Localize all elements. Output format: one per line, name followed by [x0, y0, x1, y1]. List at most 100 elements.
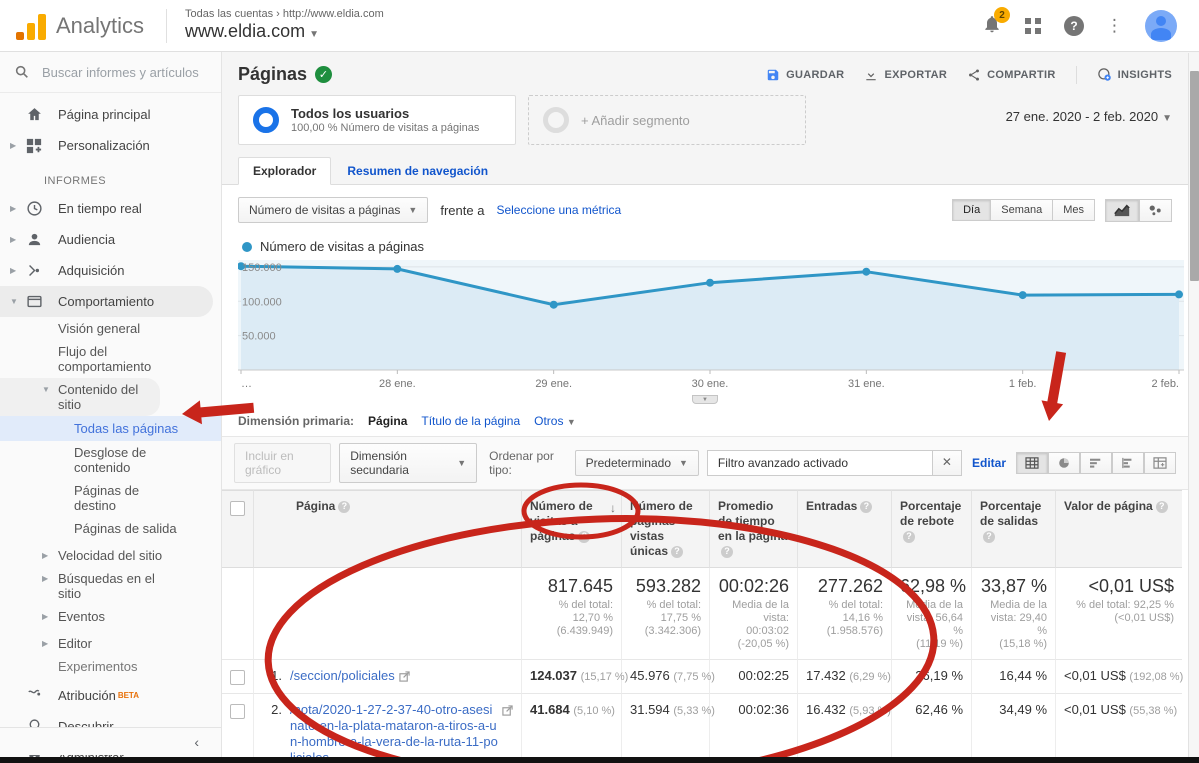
sidebar-item-acquisition[interactable]: ▶ Adquisición: [10, 263, 125, 278]
help-icon[interactable]: ?: [903, 530, 915, 543]
account-switcher[interactable]: Todas las cuentas › http://www.eldia.com…: [185, 8, 384, 43]
column-header-page-value[interactable]: Valor de página?: [1056, 490, 1182, 568]
help-icon[interactable]: ?: [1064, 15, 1084, 36]
granularity-day-button[interactable]: Día: [952, 199, 992, 221]
percentage-view-button[interactable]: [1048, 452, 1080, 474]
segment-all-users[interactable]: Todos los usuarios 100,00 % Número de vi…: [238, 95, 516, 145]
page-link[interactable]: /seccion/policiales: [290, 668, 395, 683]
save-button[interactable]: GUARDAR: [766, 68, 844, 82]
column-header-exit-rate[interactable]: Porcentaje de salidas?: [972, 490, 1056, 568]
sidebar-collapse-button[interactable]: ‹: [0, 727, 221, 755]
granularity-week-button[interactable]: Semana: [991, 199, 1054, 221]
sidebar-item-realtime[interactable]: ▶ En tiempo real: [10, 201, 142, 216]
help-icon[interactable]: ?: [721, 545, 733, 558]
column-header-avg-time[interactable]: Promedio de tiempo en la página?: [710, 490, 798, 568]
sidebar-item-events[interactable]: ▶ Eventos: [42, 609, 105, 624]
help-icon[interactable]: ?: [578, 530, 591, 543]
column-header-page[interactable]: Página?: [254, 490, 522, 568]
share-button[interactable]: COMPARTIR: [967, 68, 1056, 82]
apps-grid-icon[interactable]: [1024, 17, 1042, 35]
pivot-view-button[interactable]: [1144, 452, 1176, 474]
sidebar-item-audience[interactable]: ▶ Audiencia: [10, 232, 116, 247]
pie-chart-icon: [1059, 458, 1069, 468]
sidebar-item-all-pages[interactable]: Todas las páginas: [0, 416, 221, 441]
sidebar-item-site-speed[interactable]: ▶ Velocidad del sitio: [42, 548, 163, 563]
chevron-down-icon: ▼: [679, 458, 688, 468]
total-unique-pageviews: 593.282: [635, 576, 701, 596]
performance-view-button[interactable]: [1080, 452, 1112, 474]
more-menu-icon[interactable]: ⋮: [1106, 15, 1123, 35]
edit-filter-link[interactable]: Editar: [971, 456, 1006, 470]
column-header-pageviews[interactable]: Número de visitas a páginas? ↓: [522, 490, 622, 568]
sidebar-search[interactable]: [0, 52, 221, 93]
row-checkbox[interactable]: [230, 670, 245, 685]
sidebar-item-content-drilldown[interactable]: Desglose de contenido: [74, 445, 147, 475]
help-icon[interactable]: ?: [671, 545, 684, 558]
sidebar-item-landing-pages[interactable]: Páginas de destino: [74, 483, 140, 513]
row-rank: 1.: [271, 668, 282, 683]
brand-name: Analytics: [56, 12, 145, 38]
sidebar-item-editor[interactable]: ▶ Editor: [42, 636, 92, 651]
help-icon[interactable]: ?: [983, 530, 995, 543]
select-all-checkbox[interactable]: [230, 501, 245, 516]
open-in-new-icon[interactable]: [399, 670, 410, 685]
granularity-month-button[interactable]: Mes: [1053, 199, 1095, 221]
sidebar-item-experiments[interactable]: Experimentos: [58, 659, 138, 674]
metric-selector[interactable]: Número de visitas a páginas ▼: [238, 197, 429, 223]
open-in-new-icon[interactable]: [502, 704, 513, 719]
plot-rows-button[interactable]: Incluir en gráfico: [234, 443, 332, 483]
table-view-icon: [1025, 457, 1039, 469]
dimension-page-title[interactable]: Título de la página: [421, 414, 521, 428]
dimension-page[interactable]: Página: [368, 414, 408, 428]
versus-label: frente a: [440, 202, 485, 218]
clear-filter-button[interactable]: ✕: [932, 450, 962, 476]
insights-button[interactable]: INSIGHTS: [1097, 67, 1172, 82]
help-icon[interactable]: ?: [1155, 500, 1168, 513]
chevron-down-icon: ▼: [408, 205, 418, 215]
line-chart-view-button[interactable]: [1105, 198, 1139, 222]
date-range-selector[interactable]: 27 ene. 2020 - 2 feb. 2020 ▼: [1005, 109, 1172, 124]
page-title: Páginas: [238, 64, 308, 84]
row-checkbox[interactable]: [230, 704, 245, 719]
sidebar-item-attribution[interactable]: Atribución BETA: [0, 680, 221, 711]
tab-explorer[interactable]: Explorador: [238, 157, 332, 185]
select-metric-link[interactable]: Seleccione una métrica: [496, 203, 622, 217]
page-link[interactable]: /nota/2020-1-27-2-37-40-otro-asesinato-e…: [290, 702, 498, 763]
line-chart-icon: [1114, 204, 1130, 216]
sort-type-selector[interactable]: Predeterminado ▼: [574, 450, 699, 476]
tab-navigation-summary[interactable]: Resumen de navegación: [347, 164, 489, 178]
svg-text:150.000: 150.000: [242, 262, 282, 274]
secondary-dimension-selector[interactable]: Dimensión secundaria ▼: [339, 443, 478, 483]
sidebar-item-personalization[interactable]: ▶ Personalización: [10, 138, 150, 153]
sidebar-item-exit-pages[interactable]: Páginas de salida: [74, 521, 177, 536]
dimension-other[interactable]: Otros ▼: [534, 414, 576, 428]
notifications-button[interactable]: 2: [982, 7, 1010, 37]
timeline-range-handle[interactable]: ▼: [692, 395, 718, 404]
advanced-filter-value[interactable]: Filtro avanzado activado: [706, 450, 933, 476]
scrollbar-thumb[interactable]: [1190, 71, 1199, 281]
help-icon[interactable]: ?: [860, 500, 873, 513]
search-input[interactable]: [42, 64, 202, 80]
avg-bounce-rate: 62,98 %: [900, 576, 967, 596]
sidebar-item-behavior-flow[interactable]: Flujo del comportamiento: [58, 344, 152, 374]
column-header-unique-pageviews[interactable]: Número de páginas vistas únicas?: [622, 490, 710, 568]
motion-chart-view-button[interactable]: [1139, 198, 1172, 222]
column-header-bounce-rate[interactable]: Porcentaje de rebote?: [892, 490, 972, 568]
comparison-icon: [1122, 457, 1132, 469]
chevron-right-icon: ▶: [42, 612, 49, 621]
column-header-entrances[interactable]: Entradas?: [798, 490, 892, 568]
add-segment-button[interactable]: + Añadir segmento: [528, 95, 806, 145]
insights-icon: [1097, 68, 1111, 81]
pivot-icon: [1153, 457, 1167, 469]
comparison-view-button[interactable]: [1112, 452, 1144, 474]
sidebar-item-behavior[interactable]: ▼ Comportamiento: [0, 286, 213, 317]
home-icon: [27, 108, 41, 121]
sidebar-item-site-search[interactable]: ▶ Búsquedas en el sitio: [42, 571, 155, 601]
table-view-button[interactable]: [1016, 452, 1048, 474]
sidebar-item-site-content[interactable]: ▼ Contenido del sitio: [0, 378, 160, 416]
export-button[interactable]: EXPORTAR: [864, 68, 947, 82]
sidebar-item-home[interactable]: Página principal: [0, 99, 221, 130]
help-icon[interactable]: ?: [338, 500, 351, 513]
sidebar-item-overview[interactable]: Visión general: [58, 321, 141, 336]
avatar[interactable]: [1145, 9, 1177, 42]
